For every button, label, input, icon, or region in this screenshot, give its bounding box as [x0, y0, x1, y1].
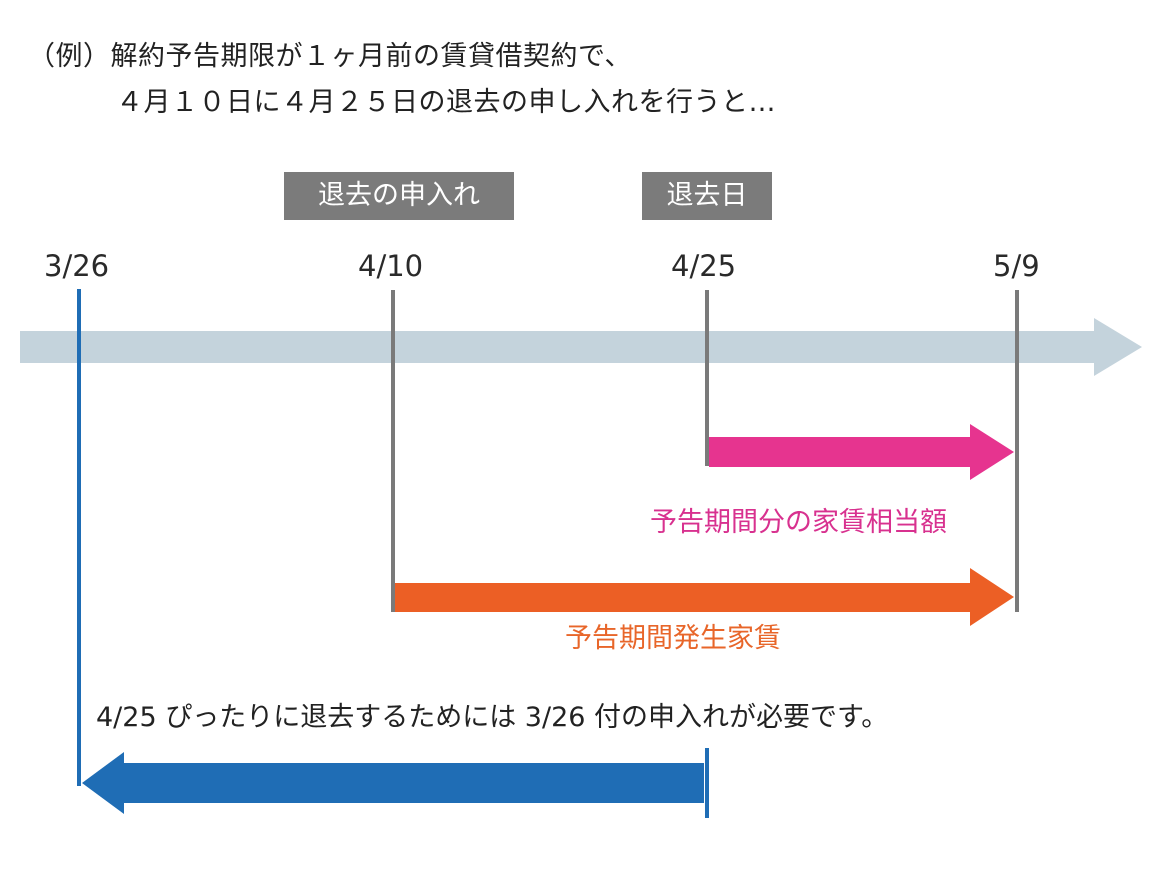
note-caption: 4/25 ぴったりに退去するためには 3/26 付の申入れが必要です。: [96, 702, 889, 733]
date-label-3-26: 3/26: [44, 249, 110, 283]
intro-text: （例）解約予告期限が１ヶ月前の賃貸借契約で、 ４月１０日に４月２５日の退去の申し…: [28, 34, 776, 126]
date-label-4-10: 4/10: [358, 249, 424, 283]
moveout-tag: 退去日: [642, 172, 772, 220]
intro-line-1: （例）解約予告期限が１ヶ月前の賃貸借契約で、: [28, 41, 632, 72]
date-label-4-25: 4/25: [671, 249, 737, 283]
notice-tag: 退去の申入れ: [284, 172, 514, 220]
date-label-5-9: 5/9: [993, 249, 1040, 283]
backward-arrow: [82, 752, 704, 814]
timeline-arrow: [20, 318, 1142, 376]
intro-line-2: ４月１０日に４月２５日の退去の申し入れを行うと…: [116, 87, 776, 118]
notice-period-accrued-caption: 予告期間発生家賃: [565, 623, 781, 654]
notice-period-accrued-arrow: [395, 568, 1014, 626]
notice-period-rent-arrow: [709, 424, 1014, 480]
notice-period-rent-caption: 予告期間分の家賃相当額: [650, 507, 947, 538]
